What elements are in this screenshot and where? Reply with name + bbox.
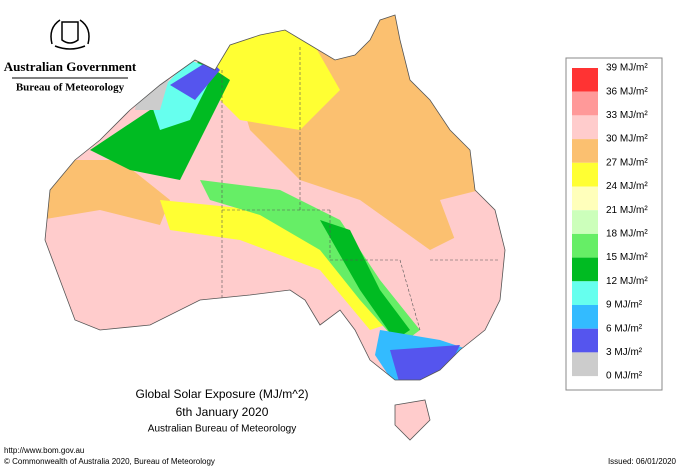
- legend-swatch: [572, 257, 598, 282]
- legend-swatch: [572, 352, 598, 377]
- legend-label: 30 MJ/m²: [606, 134, 648, 145]
- legend-swatch: [572, 305, 598, 329]
- legend-label: 3 MJ/m²: [606, 347, 643, 358]
- legend-label: 15 MJ/m²: [606, 252, 648, 263]
- legend-label: 6 MJ/m²: [606, 323, 643, 334]
- legend-label: 21 MJ/m²: [606, 205, 648, 216]
- legend-label: 39 MJ/m²: [606, 63, 648, 74]
- agency: Australian Government: [4, 59, 137, 74]
- legend-swatch: [572, 68, 598, 92]
- legend-label: 33 MJ/m²: [606, 110, 648, 121]
- legend-label: 18 MJ/m²: [606, 229, 648, 240]
- legend-swatch: [572, 162, 598, 187]
- legend-label: 27 MJ/m²: [606, 157, 648, 168]
- url: http://www.bom.gov.au: [4, 446, 84, 455]
- legend-swatch: [572, 186, 598, 211]
- legend-label: 36 MJ/m²: [606, 86, 648, 97]
- map-title: Global Solar Exposure (MJ/m^2): [135, 387, 308, 401]
- legend-swatch: [572, 328, 598, 353]
- issued: Issued: 06/01/2020: [608, 457, 677, 466]
- legend-label: 9 MJ/m²: [606, 300, 643, 311]
- bureau: Bureau of Meteorology: [16, 82, 125, 94]
- legend-swatch: [572, 91, 598, 116]
- map-source: Australian Bureau of Meteorology: [148, 424, 296, 435]
- legend-swatch: [572, 233, 598, 258]
- legend-label: 12 MJ/m²: [606, 276, 648, 287]
- copyright: © Commonwealth of Australia 2020, Bureau…: [4, 457, 215, 466]
- legend: 39 MJ/m² 36 MJ/m² 33 MJ/m² 30 MJ/m² 27 MJ/m²…: [572, 63, 648, 382]
- legend-swatch: [572, 281, 598, 305]
- map-date: 6th January 2020: [176, 405, 269, 419]
- crest: [50, 19, 90, 50]
- legend-swatch: [572, 210, 598, 234]
- legend-swatch: [572, 139, 598, 163]
- legend-label: 24 MJ/m²: [606, 181, 648, 192]
- coastline: [44, 14, 506, 441]
- state-borders: [221, 45, 500, 331]
- legend-swatch: [572, 115, 598, 140]
- legend-label: 0 MJ/m²: [606, 371, 643, 382]
